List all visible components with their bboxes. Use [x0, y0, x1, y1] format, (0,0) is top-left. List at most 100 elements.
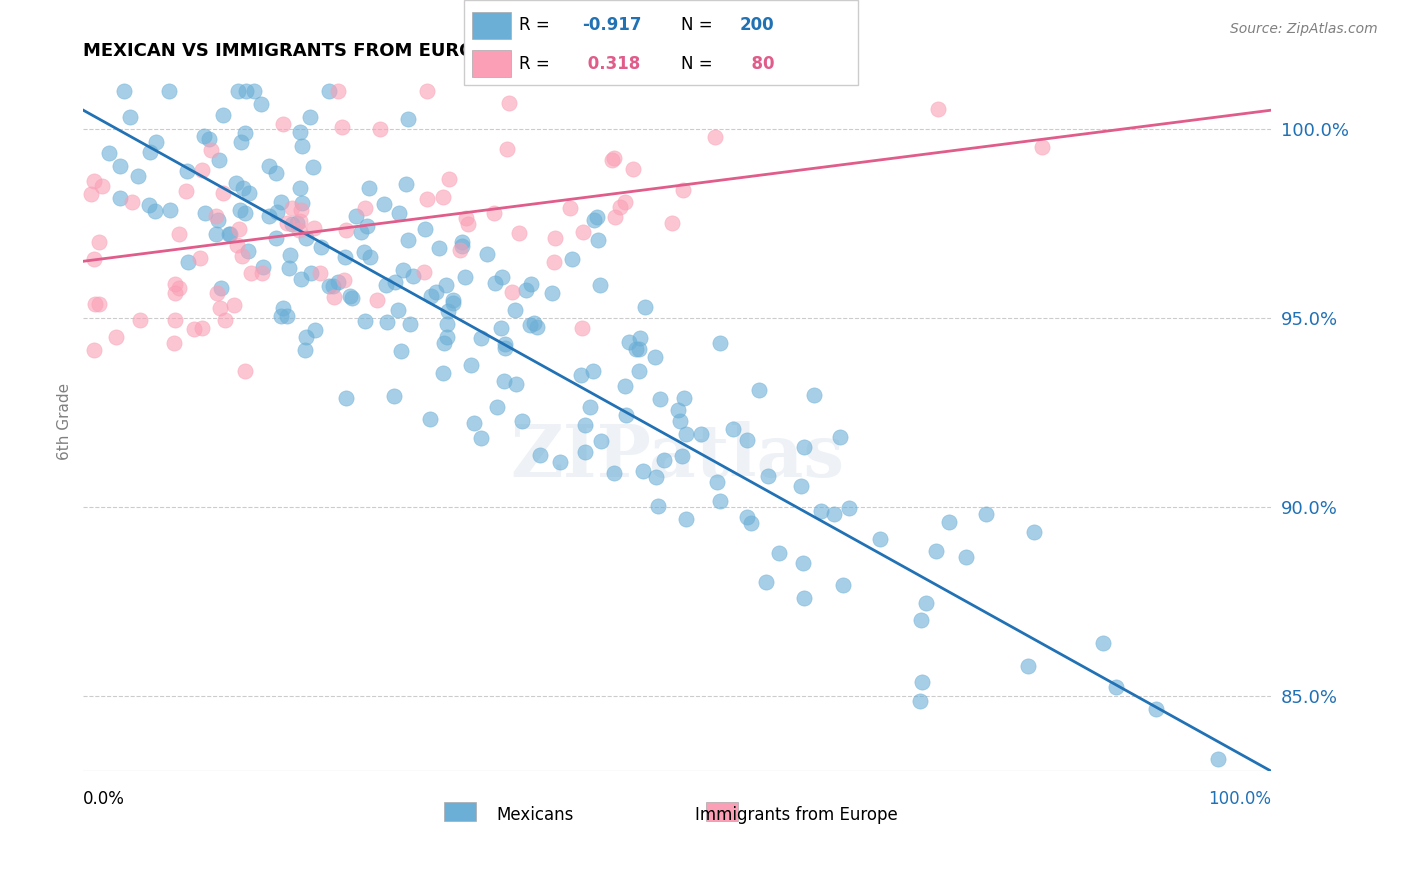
Point [394, 177, 416, 191]
Point [441, 296, 464, 310]
Point [1031, 140, 1053, 154]
Text: 0.0%: 0.0% [83, 790, 125, 808]
Point [83, 297, 105, 311]
Point [226, 84, 249, 98]
Point [138, 198, 160, 212]
Point [425, 285, 447, 299]
Point [281, 217, 304, 231]
Point [589, 277, 612, 292]
Point [211, 108, 233, 122]
Point [326, 84, 349, 98]
Point [193, 129, 215, 144]
Point [290, 202, 312, 217]
Point [288, 223, 311, 237]
Point [501, 285, 523, 299]
Point [491, 269, 513, 284]
Point [163, 285, 186, 300]
Point [356, 219, 378, 233]
Point [322, 279, 344, 293]
Point [510, 414, 533, 428]
Point [238, 186, 260, 200]
Point [157, 84, 180, 98]
Text: Source: ZipAtlas.com: Source: ZipAtlas.com [1230, 22, 1378, 37]
Point [105, 330, 128, 344]
Point [600, 153, 623, 168]
Point [690, 427, 713, 442]
Point [190, 251, 212, 265]
Point [375, 315, 398, 329]
Text: Mexicans: Mexicans [496, 806, 574, 824]
Point [508, 227, 530, 241]
Point [569, 368, 592, 382]
Point [271, 117, 294, 131]
Point [470, 331, 492, 345]
Point [291, 195, 314, 210]
Point [434, 277, 457, 292]
Point [145, 136, 167, 150]
Point [90, 179, 112, 194]
Point [89, 235, 111, 249]
Point [519, 318, 541, 333]
Point [661, 216, 683, 230]
Point [163, 277, 186, 292]
Point [177, 255, 200, 269]
Point [344, 209, 367, 223]
Point [505, 377, 527, 392]
Point [128, 312, 150, 326]
Point [541, 286, 564, 301]
Point [672, 391, 695, 405]
Point [183, 322, 205, 336]
Point [451, 235, 474, 249]
Point [908, 694, 931, 708]
Text: MEXICAN VS IMMIGRANTS FROM EUROPE 6TH GRADE CORRELATION CHART: MEXICAN VS IMMIGRANTS FROM EUROPE 6TH GR… [83, 42, 844, 60]
Point [413, 265, 436, 279]
Point [735, 510, 758, 524]
Point [755, 574, 778, 589]
Point [276, 309, 298, 323]
Point [257, 209, 280, 223]
Point [197, 132, 219, 146]
Point [484, 276, 506, 290]
Point [672, 183, 695, 197]
Point [823, 508, 845, 522]
Text: R =: R = [519, 16, 555, 35]
Point [574, 417, 596, 432]
Point [330, 120, 353, 135]
Text: 80: 80 [740, 54, 775, 72]
Point [793, 591, 815, 606]
Point [200, 143, 222, 157]
Point [614, 408, 637, 422]
Point [436, 317, 458, 331]
Point [222, 297, 245, 311]
Point [1144, 702, 1167, 716]
Point [294, 343, 316, 357]
Point [335, 222, 357, 236]
Point [589, 434, 612, 448]
Point [578, 400, 600, 414]
Point [191, 162, 214, 177]
Point [419, 411, 441, 425]
Point [257, 159, 280, 173]
Point [357, 181, 380, 195]
Point [290, 272, 312, 286]
Text: R =: R = [519, 54, 555, 72]
Point [295, 330, 318, 344]
Point [373, 197, 395, 211]
Point [586, 233, 609, 247]
Point [207, 213, 229, 227]
Point [335, 391, 357, 405]
Point [83, 174, 105, 188]
Point [214, 312, 236, 326]
Point [627, 364, 650, 378]
Text: 0.318: 0.318 [582, 54, 640, 72]
Point [706, 475, 728, 489]
Point [209, 281, 232, 295]
Point [470, 431, 492, 445]
Point [748, 384, 770, 398]
Point [252, 260, 274, 274]
Y-axis label: 6th Grade: 6th Grade [58, 384, 72, 460]
Point [205, 210, 228, 224]
Point [631, 464, 654, 478]
Point [233, 126, 256, 140]
Point [138, 145, 160, 160]
